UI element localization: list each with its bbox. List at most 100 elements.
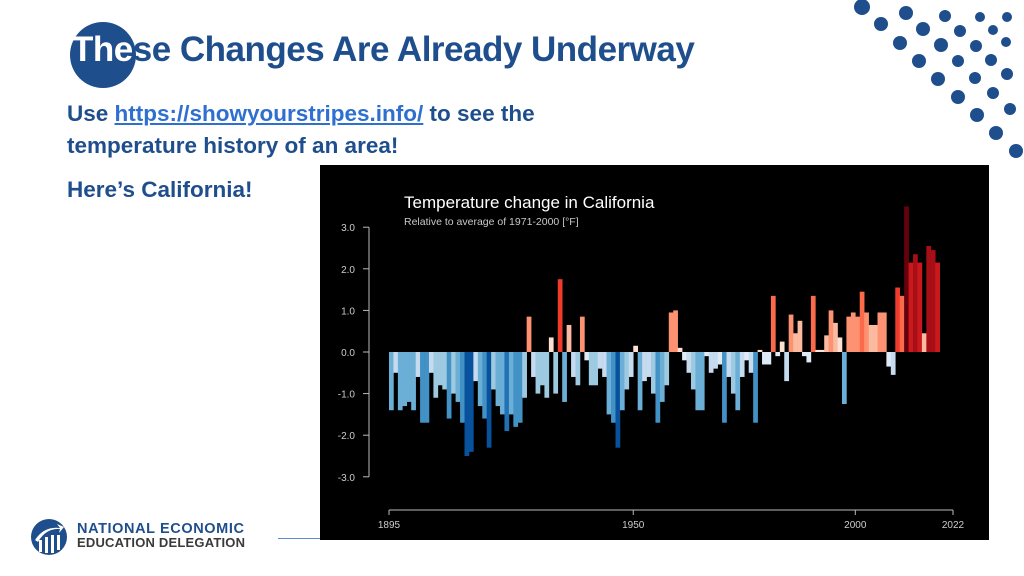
showyourstripes-link[interactable]: https://showyourstripes.info/ [114,101,424,126]
bar-1945 [611,352,616,423]
decorative-dot [1001,68,1013,80]
bar-1988 [802,352,807,357]
bar-1913 [468,352,474,452]
temperature-chart: Temperature change in California Relativ… [320,165,989,540]
bar-1972 [730,352,736,394]
bar-1898 [402,352,408,407]
decorative-dot [1009,144,1023,158]
bar-1937 [575,352,581,386]
bar-1916 [482,352,487,419]
bar-1960 [677,347,683,352]
bar-1980 [766,352,772,365]
bar-1974 [739,352,745,377]
bar-1921 [504,352,510,432]
y-tick-label: 1.0 [341,306,355,317]
bar-1990 [810,295,816,352]
bar-1965 [699,352,705,411]
y-tick-label: -3.0 [338,473,356,484]
bar-1985 [788,314,794,352]
bar-1924 [517,352,523,423]
bar-1936 [571,352,576,377]
bar-1930 [544,352,550,398]
body-paragraph-1: Use https://showyourstripes.info/ to see… [67,98,537,162]
bar-1942 [597,352,603,369]
bar-1944 [606,352,612,415]
bar-1934 [562,352,567,402]
bar-1989 [806,352,812,363]
bar-1912 [464,352,470,456]
bar-1958 [668,312,674,352]
decorative-dot [1004,103,1016,115]
bar-1953 [646,352,652,377]
bar-1940 [588,352,594,386]
chart-svg: Temperature change in California Relativ… [338,193,965,531]
decorative-dot [969,72,981,84]
bar-1982 [775,352,781,357]
bar-1900 [411,352,416,411]
x-tick-label: 2022 [942,520,965,531]
logo-line-2: EDUCATION DELEGATION [77,535,246,550]
bar-1911 [460,352,465,423]
bar-1935 [566,324,572,352]
bar-1917 [486,352,492,448]
footer-divider [278,538,320,539]
bar-1964 [695,352,701,411]
body-prefix: Use [67,101,115,126]
bar-1995 [833,322,838,352]
bar-1991 [815,349,821,352]
bar-1939 [584,352,590,361]
x-tick-label: 2000 [844,520,867,531]
body-paragraph-2: Here’s California! [67,177,253,202]
bar-2018 [935,262,940,352]
bar-1981 [770,295,776,352]
bar-1979 [762,352,767,365]
bar-2002 [864,312,869,352]
bar-2017 [930,250,936,352]
bar-2014 [917,262,923,352]
decorative-dot [1001,37,1011,47]
decorative-dot [854,0,870,15]
bar-1895 [389,352,394,411]
need-logo-text: NATIONAL ECONOMIC EDUCATION DELEGATION [77,522,245,550]
chart-subtitle: Relative to average of 1971-2000 [°F] [404,216,579,228]
bar-1906 [437,352,443,386]
bar-1966 [704,352,710,357]
bar-2010 [899,295,905,352]
bar-1963 [690,352,696,390]
bar-1997 [841,352,847,404]
decorative-dot [934,38,948,52]
slide-title: These Changes Are Already Underway [72,30,695,70]
x-tick-label: 1895 [378,520,401,531]
y-tick-label: -1.0 [338,390,356,401]
bar-1938 [579,316,585,352]
body-suffix: to see the temperature history of an are… [67,101,535,158]
bar-1970 [722,352,727,423]
slide-body: Use https://showyourstripes.info/ to see… [67,98,537,206]
title-rest: se Changes Are Already Underway [132,30,695,69]
bar-1903 [424,352,430,423]
bar-1908 [446,352,452,419]
bar-1977 [753,352,758,423]
bar-1967 [708,352,714,373]
x-tick-label: 1950 [622,520,645,531]
decorative-dot [1002,12,1012,22]
bar-2015 [921,333,927,352]
bar-1957 [664,352,670,386]
y-tick-label: -2.0 [338,431,356,442]
bar-1968 [713,352,718,369]
bar-1918 [491,352,496,390]
bar-1975 [744,352,750,361]
bar-2005 [877,312,883,352]
bar-2007 [886,352,892,367]
bar-1956 [659,352,665,402]
decorative-dot [899,6,913,20]
bar-1984 [784,352,789,382]
bar-1971 [726,352,732,377]
bar-1896 [393,352,399,373]
bar-1999 [850,312,856,352]
decorative-dot [893,36,907,50]
y-tick-label: 3.0 [341,223,355,234]
bar-1955 [655,352,661,423]
bar-1950 [633,345,638,352]
bar-1941 [593,352,599,386]
